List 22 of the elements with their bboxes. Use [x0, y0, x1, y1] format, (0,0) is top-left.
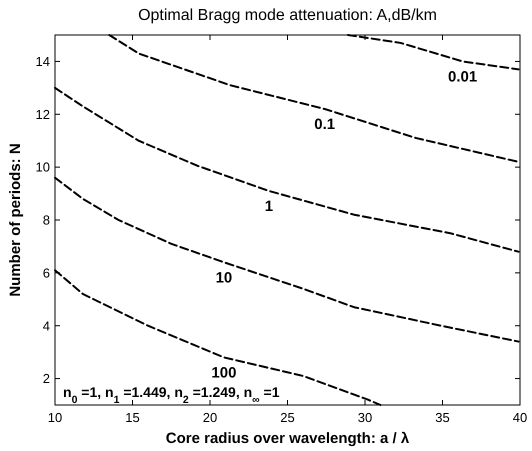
y-axis-title: Number of periods: N — [7, 143, 24, 297]
y-tick-label: 10 — [36, 160, 50, 175]
y-tick-label: 12 — [36, 106, 50, 122]
text: n$_{0}$ =1, n$_{1}$ =1.449, n$_{2}$ =1.249, n$_{∞}$ =1 — [63, 384, 280, 406]
x-axis-title: Core radius over wavelength: a / λ — [166, 430, 410, 447]
x-tick-label: 15 — [125, 410, 140, 425]
x-tick-label: 40 — [512, 410, 528, 425]
x-tick-label: 35 — [435, 410, 450, 425]
y-tick-label: 8 — [42, 212, 50, 228]
y-tick-label: 4 — [42, 318, 50, 334]
y-tick-label: 6 — [42, 265, 50, 280]
series-label: 0.01 — [448, 68, 478, 86]
series-label: 10 — [216, 269, 232, 286]
series-label: 1 — [264, 198, 274, 215]
chart-title: Optimal Bragg mode attenuation: A,dB/km — [138, 7, 437, 24]
x-tick-label: 30 — [358, 410, 372, 425]
y-tick-label: 2 — [42, 371, 50, 386]
series-label: 0.1 — [314, 116, 336, 133]
x-tick-label: 25 — [280, 410, 295, 425]
x-tick-label: 20 — [202, 410, 218, 425]
y-tick-label: 14 — [36, 54, 50, 69]
series-label: 100 — [211, 364, 236, 382]
